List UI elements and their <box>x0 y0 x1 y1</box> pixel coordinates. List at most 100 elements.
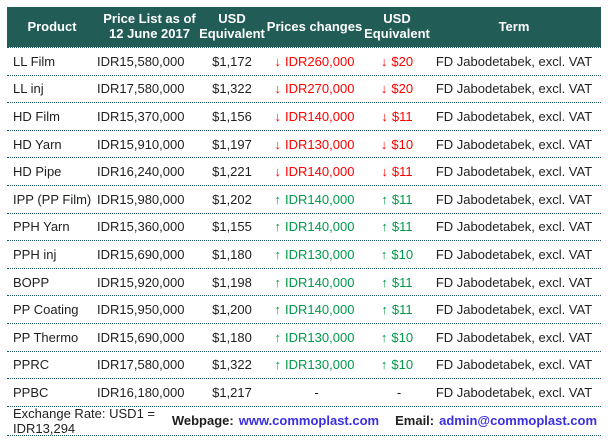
price-change-usd-value: $10 <box>391 329 414 345</box>
table-row: LL inj IDR17,580,000 $1,322 ↓ IDR270,000 … <box>7 76 601 104</box>
price-change-idr: ↓ IDR140,000 <box>262 109 367 124</box>
webpage-label: Webpage: <box>171 413 234 429</box>
usd-equivalent-value: $1,217 <box>212 384 252 400</box>
change-arrow-icon: ↑ <box>274 219 282 235</box>
term-value: FD Jabodetabek, excl. VAT <box>435 164 593 180</box>
term-value: FD Jabodetabek, excl. VAT <box>435 246 593 262</box>
term-value: FD Jabodetabek, excl. VAT <box>435 302 593 318</box>
price-change-idr: ↑ IDR130,000 <box>262 357 367 372</box>
price-change-usd-value: - <box>396 384 402 400</box>
price-change-idr-value: - <box>314 384 319 400</box>
change-arrow-icon: ↑ <box>381 302 388 318</box>
product-name: BOPP <box>13 274 50 290</box>
table-row: PPRC IDR17,580,000 $1,322 ↑ IDR130,000 ↑ $… <box>7 352 601 380</box>
usd-equivalent-value: $1,180 <box>212 329 252 345</box>
change-arrow-icon: ↓ <box>381 164 388 180</box>
usd-equivalent-value: $1,155 <box>212 219 252 235</box>
product-name: LL Film <box>13 53 56 69</box>
term-value: FD Jabodetabek, excl. VAT <box>435 329 593 345</box>
change-arrow-icon: ↓ <box>274 108 282 124</box>
price-change-idr-value: IDR130,000 <box>285 329 355 345</box>
price-change-usd-value: $11 <box>391 274 413 290</box>
price-change-usd-value: $20 <box>391 53 414 69</box>
change-arrow-icon: ↑ <box>274 357 282 373</box>
price-change-usd-value: $11 <box>391 191 413 207</box>
product-name: HD Yarn <box>13 136 62 152</box>
usd-equivalent-value: $1,180 <box>212 246 252 262</box>
term-value: FD Jabodetabek, excl. VAT <box>435 357 593 373</box>
change-arrow-icon: ↓ <box>380 53 388 69</box>
usd-equivalent-value: $1,200 <box>212 302 252 318</box>
price-change-idr: ↑ IDR140,000 <box>262 192 367 207</box>
change-arrow-icon: ↑ <box>274 246 282 262</box>
change-arrow-icon: ↑ <box>274 191 282 207</box>
price-change-idr: ↑ IDR140,000 <box>262 219 367 234</box>
price-change-idr-value: IDR140,000 <box>285 219 355 235</box>
price-idr: IDR15,950,000 <box>97 302 185 318</box>
term-value: FD Jabodetabek, excl. VAT <box>435 81 593 97</box>
price-change-usd: ↓ $11 <box>367 109 427 124</box>
change-arrow-icon: ↓ <box>380 136 388 152</box>
table-body: LL Film IDR15,580,000 $1,172 ↓ IDR260,000… <box>7 47 601 407</box>
change-arrow-icon: ↑ <box>274 329 282 345</box>
price-change-idr: ↓ IDR270,000 <box>262 81 367 96</box>
header-usd-equivalent: USD Equivalent <box>199 11 265 41</box>
change-arrow-icon: ↑ <box>381 219 388 235</box>
table-row: BOPP IDR15,920,000 $1,198 ↑ IDR140,000 ↑ $… <box>7 269 601 297</box>
email-label: Email: <box>395 413 435 429</box>
price-change-idr: ↑ IDR130,000 <box>262 247 367 262</box>
price-idr: IDR15,370,000 <box>97 108 185 124</box>
term-value: FD Jabodetabek, excl. VAT <box>435 53 593 69</box>
price-change-usd-value: $10 <box>391 246 414 262</box>
email-link[interactable]: admin@commoplast.com <box>439 413 597 429</box>
webpage-link[interactable]: www.commoplast.com <box>238 413 380 429</box>
product-name: PPH inj <box>13 246 57 262</box>
price-change-usd: ↑ $11 <box>367 192 427 207</box>
table-row: PPH Yarn IDR15,360,000 $1,155 ↑ IDR140,00… <box>7 214 601 242</box>
change-arrow-icon: ↑ <box>274 274 282 290</box>
price-change-idr: ↓ IDR260,000 <box>262 54 367 69</box>
product-name: LL inj <box>13 81 44 97</box>
price-change-idr-value: IDR140,000 <box>285 191 355 207</box>
price-change-idr-value: IDR130,000 <box>285 136 355 152</box>
table-row: IPP (PP Film) IDR15,980,000 $1,202 ↑ IDR1… <box>7 186 601 214</box>
change-arrow-icon: ↓ <box>274 81 282 97</box>
header-prices-changes: Prices changes <box>266 18 363 34</box>
price-idr: IDR16,240,000 <box>97 164 185 180</box>
price-change-usd: ↑ $10 <box>367 357 427 372</box>
price-idr: IDR15,910,000 <box>97 136 185 152</box>
price-change-idr-value: IDR130,000 <box>285 246 355 262</box>
price-change-usd: ↑ $11 <box>367 302 427 317</box>
table-row: LL Film IDR15,580,000 $1,172 ↓ IDR260,000… <box>7 48 601 76</box>
table-row: HD Film IDR15,370,000 $1,156 ↓ IDR140,000… <box>7 103 601 131</box>
price-change-usd: ↓ $20 <box>367 54 427 69</box>
price-change-usd-value: $10 <box>391 357 414 373</box>
price-change-usd-value: $11 <box>391 302 413 318</box>
usd-equivalent-value: $1,172 <box>212 53 252 69</box>
change-arrow-icon: ↑ <box>380 329 388 345</box>
product-name: PPBC <box>13 384 49 400</box>
change-arrow-icon: ↑ <box>381 191 388 207</box>
price-change-idr-value: IDR140,000 <box>285 274 355 290</box>
change-arrow-icon: ↓ <box>274 164 282 180</box>
usd-equivalent-value: $1,322 <box>212 81 252 97</box>
change-arrow-icon: ↑ <box>381 274 388 290</box>
term-value: FD Jabodetabek, excl. VAT <box>435 384 593 400</box>
price-change-idr: ↑ IDR140,000 <box>262 302 367 317</box>
price-change-idr: ↓ IDR140,000 <box>262 164 367 179</box>
price-change-idr-value: IDR130,000 <box>285 357 355 373</box>
price-change-usd: - <box>367 385 427 400</box>
price-idr: IDR17,580,000 <box>97 357 185 373</box>
table-row: HD Pipe IDR16,240,000 $1,221 ↓ IDR140,000… <box>7 158 601 186</box>
term-value: FD Jabodetabek, excl. VAT <box>435 136 593 152</box>
price-change-usd-value: $20 <box>391 81 414 97</box>
product-name: PP Thermo <box>13 329 79 345</box>
usd-equivalent-value: $1,322 <box>212 357 252 373</box>
price-change-usd: ↑ $10 <box>367 330 427 345</box>
price-change-usd: ↑ $11 <box>367 219 427 234</box>
price-idr: IDR15,360,000 <box>97 219 185 235</box>
price-change-idr: ↓ IDR130,000 <box>262 137 367 152</box>
usd-equivalent-value: $1,156 <box>212 108 252 124</box>
term-value: FD Jabodetabek, excl. VAT <box>435 108 593 124</box>
header-product: Product <box>27 18 77 34</box>
